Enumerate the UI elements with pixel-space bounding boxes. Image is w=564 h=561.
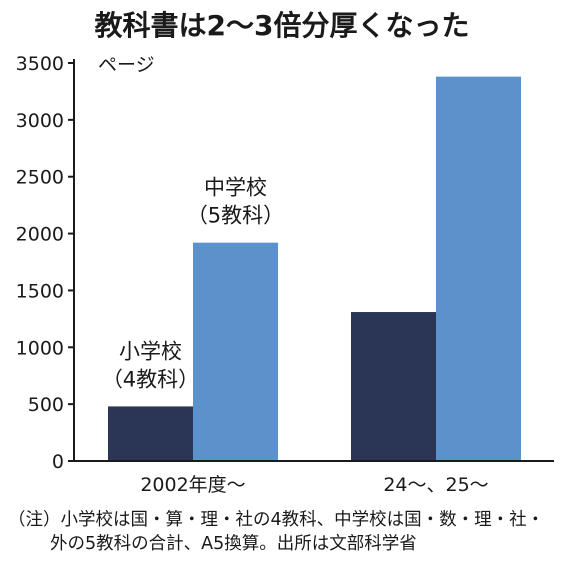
x-axis-category-labels: 2002年度～ 24～、25～: [140, 474, 488, 496]
x-category-label: 2002年度～: [140, 474, 245, 496]
y-tick-label: 1000: [16, 337, 64, 359]
bar-elementary-0: [108, 406, 193, 461]
footnote-line-1: （注）小学校は国・算・理・社の4教科、中学校は国・数・理・社・: [8, 510, 545, 530]
series-labels: 小学校 （4教科） 中学校 （5教科）: [102, 176, 284, 392]
y-tick-label: 500: [28, 394, 64, 416]
x-category-label: 24～、25～: [383, 474, 488, 496]
bar-elementary-1: [351, 312, 436, 461]
series-label-subject-count: （5教科）: [187, 204, 284, 228]
series-label-name: 中学校: [204, 176, 267, 200]
bar-chart: 0 500 1000 1500 2000 2500 3000 3500 ページ 小学校 （4教科…: [16, 53, 554, 496]
footnote-line-2: 外の5教科の合計、A5換算。出所は文部科学省: [50, 534, 417, 554]
y-tick-label: 1500: [16, 280, 64, 302]
chart-title: 教科書は2～3倍分厚くなった: [94, 9, 470, 42]
y-tick-label: 2500: [16, 167, 64, 189]
bars: [108, 76, 521, 461]
series-label-name: 小学校: [119, 339, 182, 363]
y-axis-ticks: 0 500 1000 1500 2000 2500 3000 3500: [16, 53, 74, 473]
y-tick-label: 0: [52, 451, 64, 473]
y-axis-unit-label: ページ: [98, 54, 155, 76]
series-label-subject-count: （4教科）: [102, 367, 199, 391]
bar-junior-1: [436, 76, 521, 461]
footnote: （注）小学校は国・算・理・社の4教科、中学校は国・数・理・社・ 外の5教科の合計…: [8, 508, 560, 556]
y-tick-label: 3500: [16, 53, 64, 75]
y-tick-label: 2000: [16, 224, 64, 246]
bar-junior-0: [193, 242, 278, 461]
y-tick-label: 3000: [16, 110, 64, 132]
